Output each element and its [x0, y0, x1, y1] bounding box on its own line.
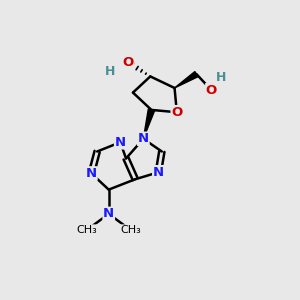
Text: N: N — [153, 166, 164, 179]
Text: H: H — [105, 65, 115, 78]
Text: N: N — [115, 136, 126, 149]
Text: O: O — [171, 106, 182, 119]
Polygon shape — [175, 72, 198, 88]
Text: H: H — [216, 71, 226, 84]
Text: N: N — [103, 207, 114, 220]
Text: N: N — [86, 167, 97, 180]
Text: O: O — [123, 56, 134, 69]
Text: N: N — [138, 132, 149, 145]
Text: CH₃: CH₃ — [76, 225, 97, 235]
Text: CH₃: CH₃ — [120, 225, 141, 235]
Polygon shape — [143, 109, 155, 139]
Text: O: O — [206, 84, 217, 97]
